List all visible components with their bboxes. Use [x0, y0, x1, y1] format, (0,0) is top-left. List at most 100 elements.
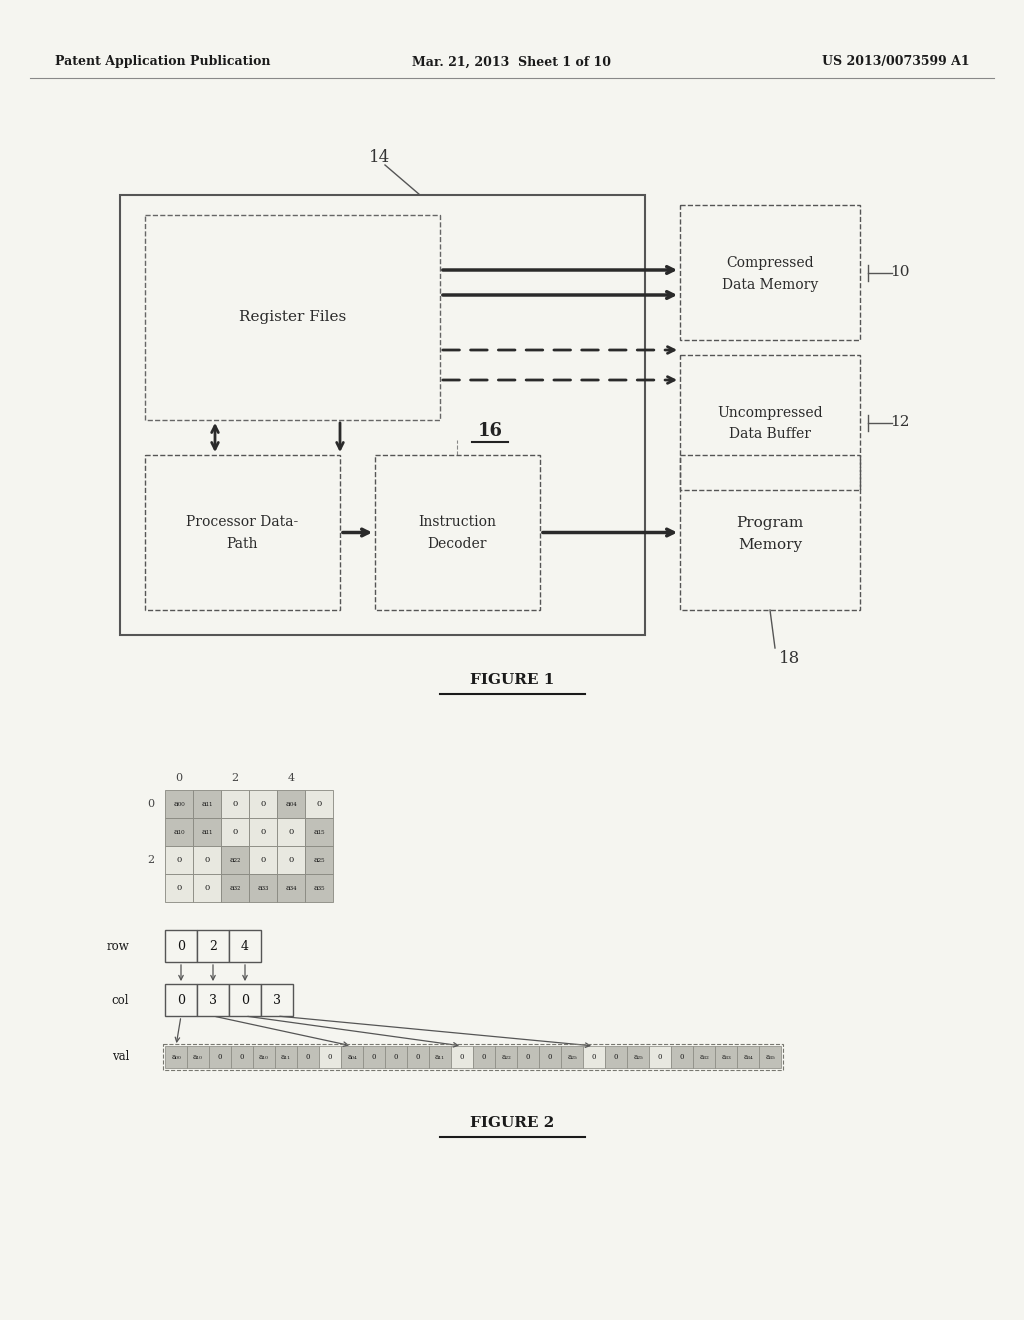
Text: 0: 0	[260, 800, 265, 808]
Bar	[231, 1045, 253, 1068]
Bar	[165, 818, 193, 846]
Bar	[261, 983, 293, 1016]
Text: 0: 0	[176, 855, 181, 865]
Text: 0: 0	[205, 884, 210, 892]
Text: 4: 4	[241, 940, 249, 953]
Text: Uncompressed: Uncompressed	[717, 405, 823, 420]
Bar	[495, 1045, 517, 1068]
Bar	[193, 874, 221, 902]
Bar	[209, 1045, 231, 1068]
Text: 0: 0	[177, 994, 185, 1006]
Text: a₃₂: a₃₂	[229, 884, 241, 892]
Text: row: row	[106, 940, 129, 953]
Text: 0: 0	[306, 1053, 310, 1061]
Bar	[275, 1045, 297, 1068]
Text: a₁₅: a₁₅	[313, 828, 325, 836]
Text: FIGURE 2: FIGURE 2	[470, 1115, 554, 1130]
Bar	[715, 1045, 737, 1068]
Bar	[193, 818, 221, 846]
Bar	[165, 931, 197, 962]
Bar	[249, 818, 278, 846]
Text: a₂₅: a₂₅	[633, 1053, 643, 1061]
Text: a₀₄: a₀₄	[286, 800, 297, 808]
Text: 14: 14	[370, 149, 390, 166]
Bar	[297, 1045, 319, 1068]
Bar	[473, 1045, 495, 1068]
Text: 0: 0	[232, 800, 238, 808]
Text: FIGURE 1: FIGURE 1	[470, 673, 554, 686]
Bar	[221, 789, 249, 818]
Bar	[451, 1045, 473, 1068]
Text: 0: 0	[372, 1053, 376, 1061]
Bar	[165, 1045, 187, 1068]
Bar	[221, 846, 249, 874]
Bar	[165, 874, 193, 902]
Text: a₃₅: a₃₅	[313, 884, 325, 892]
Bar	[693, 1045, 715, 1068]
Text: 0: 0	[680, 1053, 684, 1061]
Text: a₃₂: a₃₂	[699, 1053, 709, 1061]
Bar	[759, 1045, 781, 1068]
Text: 0: 0	[240, 1053, 245, 1061]
Text: 0: 0	[241, 994, 249, 1006]
Text: US 2013/0073599 A1: US 2013/0073599 A1	[822, 55, 970, 69]
Text: a₁₁: a₁₁	[202, 800, 213, 808]
Text: 0: 0	[232, 828, 238, 836]
Bar	[737, 1045, 759, 1068]
Text: 0: 0	[218, 1053, 222, 1061]
Bar	[539, 1045, 561, 1068]
Bar	[197, 931, 229, 962]
Text: 0: 0	[592, 1053, 596, 1061]
Text: Compressed: Compressed	[726, 256, 814, 269]
Text: 0: 0	[289, 855, 294, 865]
Text: 0: 0	[260, 855, 265, 865]
Bar	[362, 1045, 385, 1068]
Text: a₁₀: a₁₀	[194, 1053, 203, 1061]
Bar	[305, 846, 333, 874]
Bar	[253, 1045, 275, 1068]
Text: 0: 0	[525, 1053, 530, 1061]
Text: Program: Program	[736, 516, 804, 529]
Text: 3: 3	[273, 994, 281, 1006]
Bar	[649, 1045, 671, 1068]
Bar	[305, 874, 333, 902]
Bar	[163, 1044, 783, 1071]
Text: a₃₄: a₃₄	[743, 1053, 753, 1061]
Bar	[165, 789, 193, 818]
Bar	[145, 215, 440, 420]
Text: a₁₁: a₁₁	[281, 1053, 291, 1061]
Bar	[120, 195, 645, 635]
Bar	[221, 818, 249, 846]
Text: 0: 0	[289, 828, 294, 836]
Bar	[680, 455, 860, 610]
Text: 16: 16	[477, 422, 503, 440]
Text: Mar. 21, 2013  Sheet 1 of 10: Mar. 21, 2013 Sheet 1 of 10	[413, 55, 611, 69]
Text: Path: Path	[226, 537, 258, 552]
Bar	[229, 983, 261, 1016]
Text: a₀₄: a₀₄	[347, 1053, 357, 1061]
Text: 0: 0	[175, 774, 182, 783]
Bar	[165, 846, 193, 874]
Text: 0: 0	[481, 1053, 486, 1061]
Text: 0: 0	[177, 940, 185, 953]
Text: 10: 10	[891, 265, 910, 280]
Text: a₃₃: a₃₃	[721, 1053, 731, 1061]
Bar	[278, 789, 305, 818]
Bar	[249, 874, 278, 902]
Bar	[680, 355, 860, 490]
Bar	[197, 983, 229, 1016]
Text: 0: 0	[460, 1053, 464, 1061]
Text: a₀₀: a₀₀	[171, 1053, 181, 1061]
Bar	[278, 874, 305, 902]
Text: 0: 0	[205, 855, 210, 865]
Text: 0: 0	[260, 828, 265, 836]
Bar	[561, 1045, 583, 1068]
Text: Data Memory: Data Memory	[722, 277, 818, 292]
Bar	[278, 846, 305, 874]
Text: a₁₀: a₁₀	[173, 828, 184, 836]
Bar	[517, 1045, 539, 1068]
Bar	[375, 455, 540, 610]
Text: 0: 0	[316, 800, 322, 808]
Text: a₃₅: a₃₅	[765, 1053, 775, 1061]
Text: a₁₁: a₁₁	[202, 828, 213, 836]
